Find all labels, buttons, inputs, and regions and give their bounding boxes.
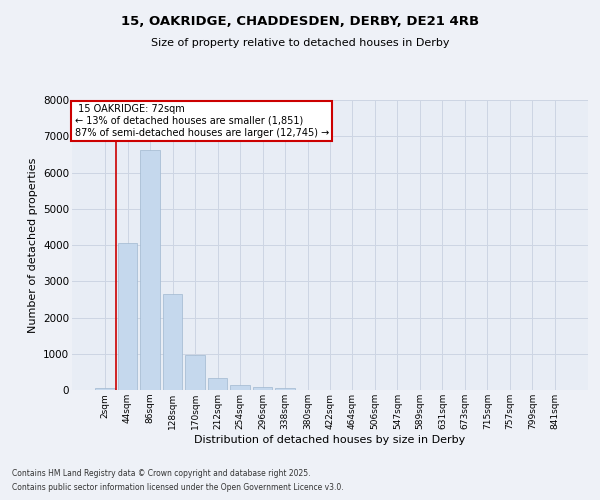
Bar bbox=[253, 387, 272, 390]
Text: Contains public sector information licensed under the Open Government Licence v3: Contains public sector information licen… bbox=[12, 484, 344, 492]
Bar bbox=[208, 378, 227, 390]
Y-axis label: Number of detached properties: Number of detached properties bbox=[28, 158, 38, 332]
Text: Size of property relative to detached houses in Derby: Size of property relative to detached ho… bbox=[151, 38, 449, 48]
Text: Contains HM Land Registry data © Crown copyright and database right 2025.: Contains HM Land Registry data © Crown c… bbox=[12, 468, 311, 477]
Bar bbox=[275, 388, 295, 390]
Bar bbox=[140, 150, 160, 390]
Bar bbox=[185, 355, 205, 390]
Bar bbox=[95, 388, 115, 390]
Bar bbox=[118, 243, 137, 390]
Bar bbox=[230, 385, 250, 390]
Text: 15, OAKRIDGE, CHADDESDEN, DERBY, DE21 4RB: 15, OAKRIDGE, CHADDESDEN, DERBY, DE21 4R… bbox=[121, 15, 479, 28]
Text: 15 OAKRIDGE: 72sqm
← 13% of detached houses are smaller (1,851)
87% of semi-deta: 15 OAKRIDGE: 72sqm ← 13% of detached hou… bbox=[74, 104, 329, 138]
Bar bbox=[163, 294, 182, 390]
X-axis label: Distribution of detached houses by size in Derby: Distribution of detached houses by size … bbox=[194, 434, 466, 444]
